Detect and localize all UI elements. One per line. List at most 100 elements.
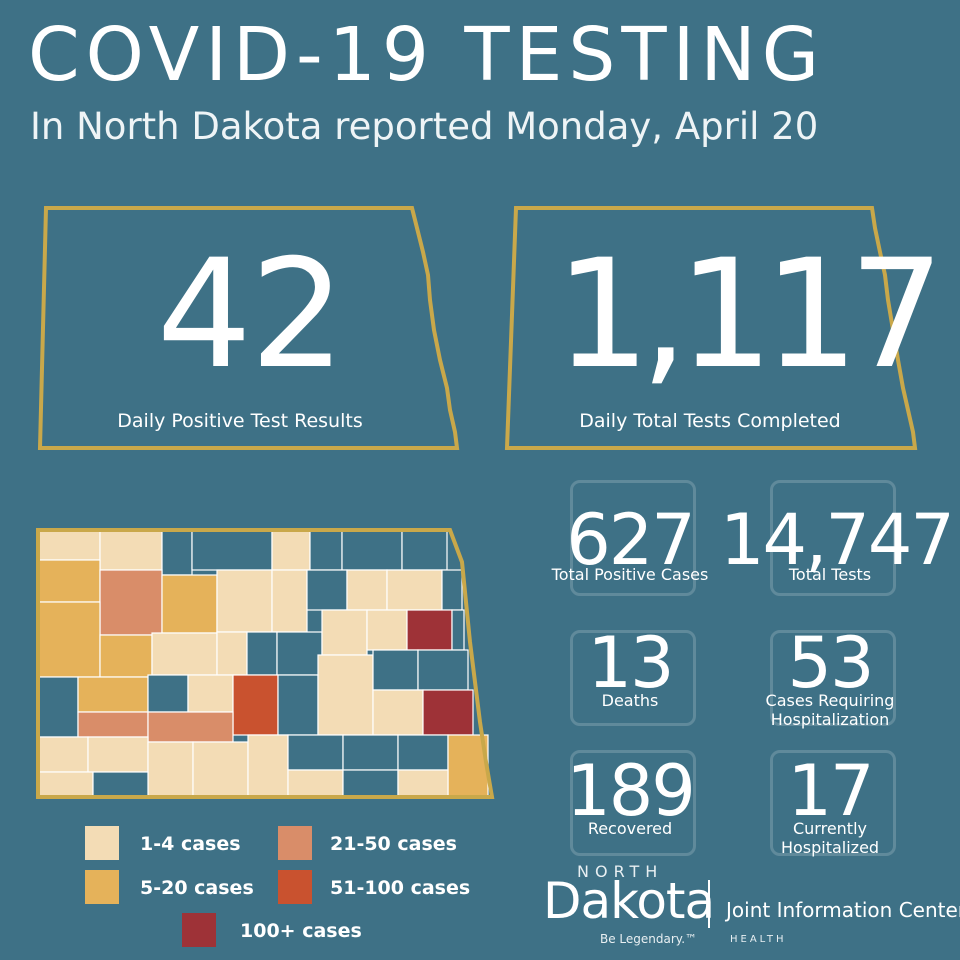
county: [397, 769, 449, 798]
county: [321, 609, 368, 656]
county: [342, 769, 399, 798]
legend-swatch-5-20: [85, 870, 119, 904]
county: [277, 674, 319, 736]
total-tests-value: 14,747: [720, 499, 955, 581]
deaths-value: 13: [587, 622, 674, 704]
total-positive-label: Total Positive Cases: [551, 565, 709, 584]
county: [37, 771, 94, 798]
county: [92, 771, 149, 798]
county: [147, 711, 234, 743]
county: [99, 634, 153, 678]
county: [37, 601, 101, 678]
daily-positive-outline: [37, 206, 460, 450]
hospital-bed-icon: [770, 630, 896, 726]
county: [77, 676, 149, 713]
county: [386, 569, 443, 611]
county: [346, 569, 388, 611]
county: [287, 769, 344, 798]
hospitalization-label-1: Cases Requiring: [765, 691, 895, 710]
county: [372, 649, 419, 691]
state-border: [36, 528, 495, 799]
county: [77, 711, 149, 738]
currently-label-2: Hospitalized: [780, 838, 880, 857]
county: [276, 631, 323, 676]
total-positive-value: 627: [566, 499, 696, 581]
tablet-icon: [570, 750, 696, 856]
county: [232, 674, 279, 736]
daily-tests-outline: [504, 206, 918, 450]
microscope-icon: [770, 480, 896, 596]
logo-tagline: Be Legendary.™: [600, 932, 698, 946]
lab-flask-icon: [570, 480, 696, 596]
recovered-value: 189: [566, 750, 696, 832]
daily-tests-label: Daily Total Tests Completed: [579, 410, 841, 432]
county: [187, 674, 234, 713]
county: [161, 574, 218, 634]
legend-label-21-50: 21-50 cases: [330, 833, 457, 855]
currently-label-1: Currently: [792, 819, 867, 838]
recovered-label: Recovered: [587, 819, 673, 838]
county: [401, 529, 448, 571]
county: [441, 569, 463, 611]
legend-label-5-20: 5-20 cases: [140, 877, 254, 899]
legend-swatch-1-4: [85, 826, 119, 860]
county: [342, 734, 399, 771]
daily-tests-value: 1,117: [555, 228, 944, 402]
county: [147, 674, 189, 713]
logo-north: NORTH: [577, 862, 664, 881]
county: [99, 569, 163, 636]
daily-positive-value: 42: [156, 228, 346, 402]
currently-value: 17: [787, 750, 874, 832]
county: [451, 609, 465, 651]
total-tests-label: Total Tests: [788, 565, 872, 584]
county: [87, 736, 149, 773]
agency-name: Joint Information Center: [726, 898, 960, 922]
county: [192, 741, 249, 798]
legend-swatch-100-plus: [182, 913, 216, 947]
legend-swatch-21-50: [278, 826, 312, 860]
county: [37, 736, 89, 773]
county: [271, 569, 308, 633]
county: [447, 734, 489, 798]
county: [372, 689, 424, 736]
county: [161, 529, 193, 576]
legend-label-100-plus: 100+ cases: [240, 920, 362, 942]
county: [397, 734, 449, 771]
legend-label-1-4: 1-4 cases: [140, 833, 241, 855]
county: [246, 631, 278, 676]
county: [341, 529, 403, 571]
hospitalization-label-2: Hospitalization: [770, 710, 890, 729]
county: [422, 689, 474, 736]
page-subtitle: In North Dakota reported Monday, April 2…: [30, 105, 819, 148]
legend-label-51-100: 51-100 cases: [330, 877, 471, 899]
logo-dakota: Dakota: [543, 872, 715, 930]
page-title: COVID-19 TESTING: [28, 12, 826, 98]
county: [309, 529, 343, 571]
county-map: [36, 528, 495, 799]
county: [191, 529, 273, 571]
hospital-bed-icon: [570, 630, 696, 726]
county: [247, 734, 289, 798]
county: [317, 654, 374, 736]
county: [37, 676, 79, 738]
county: [287, 734, 344, 771]
county: [406, 609, 453, 651]
county: [366, 609, 408, 651]
hospitalization-value: 53: [787, 622, 874, 704]
county: [37, 559, 101, 603]
county: [306, 569, 348, 611]
county: [216, 569, 273, 633]
legend-swatch-51-100: [278, 870, 312, 904]
patient-bed-icon: [770, 750, 896, 856]
logo-divider: [708, 880, 710, 928]
county: [216, 631, 248, 676]
deaths-label: Deaths: [601, 691, 659, 710]
county: [99, 529, 163, 571]
county: [37, 529, 101, 561]
agency-division: HEALTH: [730, 934, 787, 945]
county: [147, 741, 194, 798]
daily-positive-label: Daily Positive Test Results: [117, 410, 363, 432]
county: [271, 529, 311, 571]
county: [417, 649, 469, 691]
